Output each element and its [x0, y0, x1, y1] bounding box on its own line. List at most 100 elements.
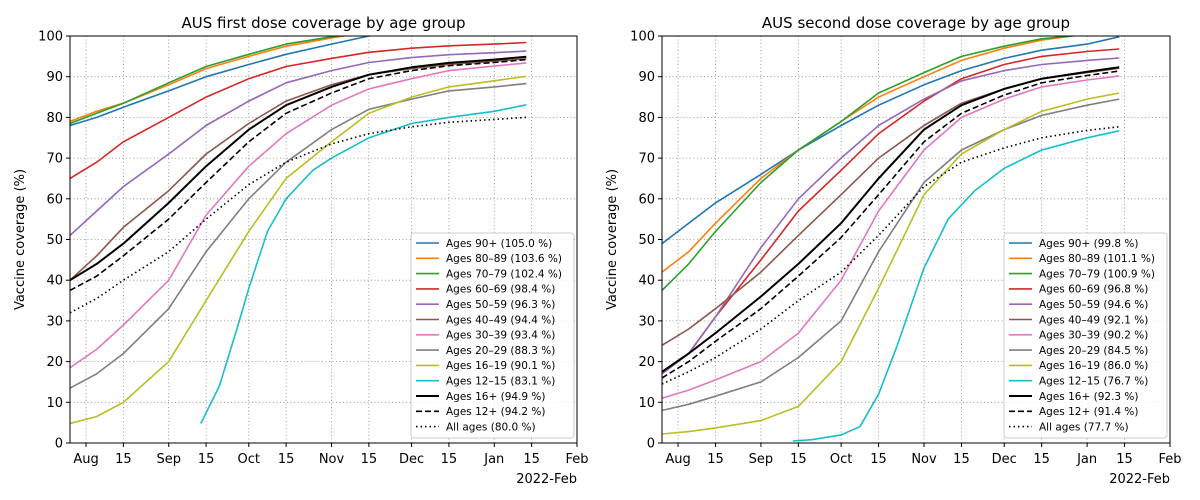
chart-title: AUS second dose coverage by age group	[762, 14, 1070, 32]
series-line	[662, 98, 1120, 412]
legend-label: Ages 70–79 (100.9 %)	[1039, 268, 1155, 280]
y-tick-label: 80	[638, 111, 655, 126]
legend-box	[410, 232, 575, 439]
legend-label: Ages 40–49 (94.4 %)	[446, 314, 555, 326]
x-tick-label: 15	[1033, 452, 1050, 467]
legend-label: Ages 12+ (94.2 %)	[446, 406, 546, 418]
legend-label: Ages 30–39 (90.2 %)	[1039, 330, 1148, 342]
x-tick-label: 15	[361, 452, 378, 467]
y-tick-label: 90	[46, 70, 63, 85]
y-tick-label: 10	[46, 396, 63, 411]
legend-label: Ages 12+ (91.4 %)	[1039, 406, 1139, 418]
y-tick-label: 30	[638, 314, 655, 329]
legend-label: Ages 70–79 (102.4 %)	[446, 268, 562, 280]
y-tick-label: 100	[630, 30, 655, 45]
x-tick-label: Dec	[399, 452, 424, 467]
y-tick-label: 10	[638, 396, 655, 411]
x-tick-label: 15	[198, 452, 215, 467]
y-tick-label: 70	[46, 152, 63, 167]
legend-label: Ages 50–59 (94.6 %)	[1039, 299, 1148, 311]
series-line	[70, 75, 527, 425]
series-line	[200, 104, 527, 424]
series-line	[662, 36, 1120, 245]
x-offset-label: 2022-Feb	[1109, 472, 1170, 487]
chart-2: 0 10 20 30 40 50 60 70 80 90 100 Aug 15 Sep 15 Oct 15 Nov…	[605, 14, 1182, 487]
y-tick-label: 60	[46, 192, 63, 207]
series-line	[70, 36, 344, 125]
x-tick-label: 15	[1116, 452, 1133, 467]
series-line	[70, 116, 527, 314]
y-tick-label: 90	[638, 70, 655, 85]
x-tick-label: Oct	[830, 452, 852, 467]
y-tick-label: 60	[638, 192, 655, 207]
y-tick-label: 50	[46, 233, 63, 248]
x-tick-label: Jan	[483, 452, 504, 467]
legend-label: Ages 80–89 (103.6 %)	[446, 253, 562, 265]
series-line	[662, 70, 1120, 379]
legend-label: Ages 20–29 (88.3 %)	[446, 345, 555, 357]
legend-label: Ages 50–59 (96.3 %)	[446, 299, 555, 311]
y-tick-label: 20	[46, 355, 63, 370]
y-axis-label: Vaccine coverage (%)	[13, 169, 28, 310]
chart-title: AUS first dose coverage by age group	[182, 14, 466, 32]
y-tick-label: 100	[38, 30, 63, 45]
legend-label: Ages 90+ (99.8 %)	[1039, 238, 1139, 250]
legend-label: Ages 30–39 (93.4 %)	[446, 330, 555, 342]
x-tick-label: Jan	[1076, 452, 1097, 467]
legend-label: Ages 16–19 (86.0 %)	[1039, 360, 1148, 372]
legend-label: Ages 20–29 (84.5 %)	[1039, 345, 1148, 357]
x-tick-label: Sep	[156, 452, 181, 467]
series-line	[70, 82, 527, 389]
x-tick-label: 15	[115, 452, 132, 467]
x-tick-label: 15	[790, 452, 807, 467]
x-tick-label: 15	[278, 452, 295, 467]
x-tick-label: Feb	[1158, 452, 1181, 467]
y-axis-label: Vaccine coverage (%)	[605, 169, 620, 310]
legend-label: Ages 90+ (105.0 %)	[446, 238, 552, 250]
legend-label: Ages 16+ (92.3 %)	[1039, 391, 1139, 403]
y-tick-label: 0	[55, 437, 63, 452]
x-tick-label: Oct	[238, 452, 260, 467]
series-line	[70, 55, 527, 282]
legend-label: All ages (77.7 %)	[1039, 421, 1129, 433]
y-tick-label: 40	[46, 274, 63, 289]
series-line	[70, 50, 527, 236]
series-line	[662, 36, 1079, 291]
y-tick-label: 20	[638, 355, 655, 370]
legend-label: Ages 80–89 (101.1 %)	[1039, 253, 1155, 265]
y-tick-label: 50	[638, 233, 655, 248]
series-line	[662, 36, 1079, 273]
legend-label: Ages 16+ (94.9 %)	[446, 391, 546, 403]
x-tick-label: 15	[523, 452, 540, 467]
legend-label: Ages 12–15 (83.1 %)	[446, 376, 555, 388]
series-line	[70, 41, 527, 180]
x-tick-label: Feb	[565, 452, 588, 467]
y-tick-label: 80	[46, 111, 63, 126]
legend: Ages 90+ (99.8 %) Ages 80–89 (101.1 %) Age…	[1003, 232, 1168, 439]
y-tick-label: 0	[647, 437, 655, 452]
x-tick-label: Nov	[911, 452, 937, 467]
legend-label: Ages 60–69 (96.8 %)	[1039, 284, 1148, 296]
y-tick-label: 40	[638, 274, 655, 289]
series-line	[70, 58, 527, 281]
series-line	[662, 126, 1120, 385]
series-line	[70, 36, 373, 127]
series-line	[662, 57, 1120, 375]
chart-1: 0 10 20 30 40 50 60 70 80 90 100 Aug 15 Sep 15 Oct 15 Nov…	[13, 14, 589, 487]
legend-box	[1003, 232, 1168, 439]
series-line	[70, 62, 527, 369]
series-line	[662, 75, 1120, 399]
series-line	[70, 36, 349, 123]
legend-label: Ages 16–19 (90.1 %)	[446, 360, 555, 372]
y-tick-label: 30	[46, 314, 63, 329]
series-line	[662, 66, 1120, 373]
x-tick-label: Dec	[992, 452, 1017, 467]
series-line	[792, 130, 1120, 442]
series-line	[662, 92, 1120, 435]
series-line	[70, 58, 527, 292]
legend-label: Ages 12–15 (76.7 %)	[1039, 376, 1148, 388]
y-tick-label: 70	[638, 152, 655, 167]
legend: Ages 90+ (105.0 %) Ages 80–89 (103.6 %) Ag…	[410, 232, 575, 439]
x-tick-label: 15	[707, 452, 724, 467]
